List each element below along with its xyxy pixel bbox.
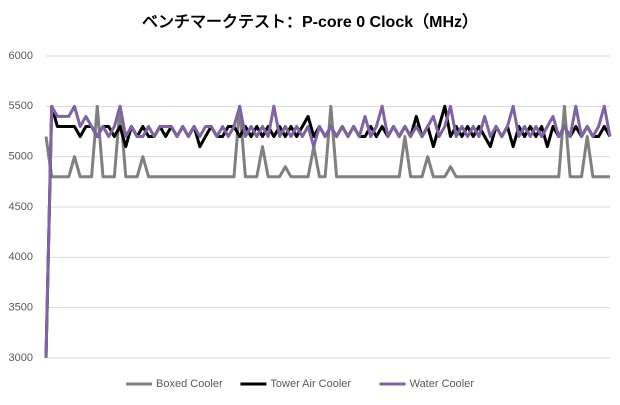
series-line bbox=[44, 104, 612, 359]
y-tick-label: 6000 bbox=[9, 50, 33, 62]
series-line bbox=[44, 104, 610, 179]
y-tick-label: 3000 bbox=[9, 352, 33, 364]
y-tick-label: 5500 bbox=[9, 100, 33, 112]
legend-label: Tower Air Cooler bbox=[270, 378, 351, 390]
y-tick-label: 3500 bbox=[9, 302, 33, 314]
y-tick-label: 4000 bbox=[9, 251, 33, 263]
y-tick-label: 4500 bbox=[9, 201, 33, 213]
legend-label: Water Cooler bbox=[410, 378, 475, 390]
y-tick-label: 5000 bbox=[9, 151, 33, 163]
legend-label: Boxed Cooler bbox=[156, 378, 223, 390]
chart-title: ベンチマークテスト：P-core 0 Clock（MHz） bbox=[142, 13, 478, 31]
